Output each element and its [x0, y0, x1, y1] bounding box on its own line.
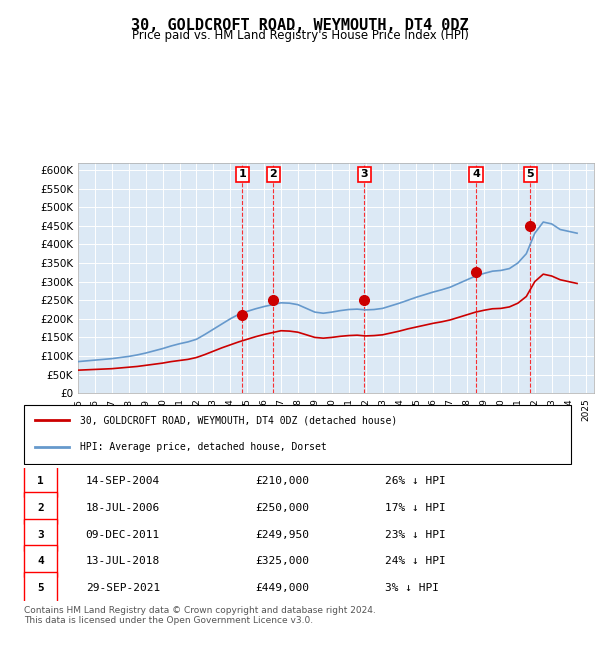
Text: 09-DEC-2011: 09-DEC-2011 — [86, 530, 160, 540]
Text: Price paid vs. HM Land Registry's House Price Index (HPI): Price paid vs. HM Land Registry's House … — [131, 29, 469, 42]
Text: 2: 2 — [269, 170, 277, 179]
Text: 14-SEP-2004: 14-SEP-2004 — [86, 476, 160, 486]
Text: £325,000: £325,000 — [255, 556, 309, 566]
Text: 3% ↓ HPI: 3% ↓ HPI — [385, 583, 439, 593]
Text: Contains HM Land Registry data © Crown copyright and database right 2024.
This d: Contains HM Land Registry data © Crown c… — [24, 606, 376, 625]
Text: 26% ↓ HPI: 26% ↓ HPI — [385, 476, 445, 486]
Text: £249,950: £249,950 — [255, 530, 309, 540]
Text: 5: 5 — [37, 583, 44, 593]
Text: 3: 3 — [37, 530, 44, 540]
Text: 23% ↓ HPI: 23% ↓ HPI — [385, 530, 445, 540]
Text: £250,000: £250,000 — [255, 503, 309, 513]
Text: 4: 4 — [472, 170, 480, 179]
Text: 30, GOLDCROFT ROAD, WEYMOUTH, DT4 0DZ: 30, GOLDCROFT ROAD, WEYMOUTH, DT4 0DZ — [131, 18, 469, 33]
Text: £449,000: £449,000 — [255, 583, 309, 593]
FancyBboxPatch shape — [23, 519, 58, 551]
Text: 17% ↓ HPI: 17% ↓ HPI — [385, 503, 445, 513]
Text: 29-SEP-2021: 29-SEP-2021 — [86, 583, 160, 593]
Text: 1: 1 — [238, 170, 246, 179]
FancyBboxPatch shape — [23, 465, 58, 497]
Text: 2: 2 — [37, 503, 44, 513]
FancyBboxPatch shape — [23, 492, 58, 524]
Text: 24% ↓ HPI: 24% ↓ HPI — [385, 556, 445, 566]
Text: 3: 3 — [361, 170, 368, 179]
Text: £210,000: £210,000 — [255, 476, 309, 486]
Text: 18-JUL-2006: 18-JUL-2006 — [86, 503, 160, 513]
Text: 5: 5 — [527, 170, 534, 179]
Text: 30, GOLDCROFT ROAD, WEYMOUTH, DT4 0DZ (detached house): 30, GOLDCROFT ROAD, WEYMOUTH, DT4 0DZ (d… — [80, 415, 397, 425]
FancyBboxPatch shape — [23, 545, 58, 577]
FancyBboxPatch shape — [23, 405, 571, 463]
Text: 13-JUL-2018: 13-JUL-2018 — [86, 556, 160, 566]
Text: 1: 1 — [37, 476, 44, 486]
FancyBboxPatch shape — [23, 572, 58, 604]
Text: HPI: Average price, detached house, Dorset: HPI: Average price, detached house, Dors… — [80, 443, 327, 452]
Text: 4: 4 — [37, 556, 44, 566]
